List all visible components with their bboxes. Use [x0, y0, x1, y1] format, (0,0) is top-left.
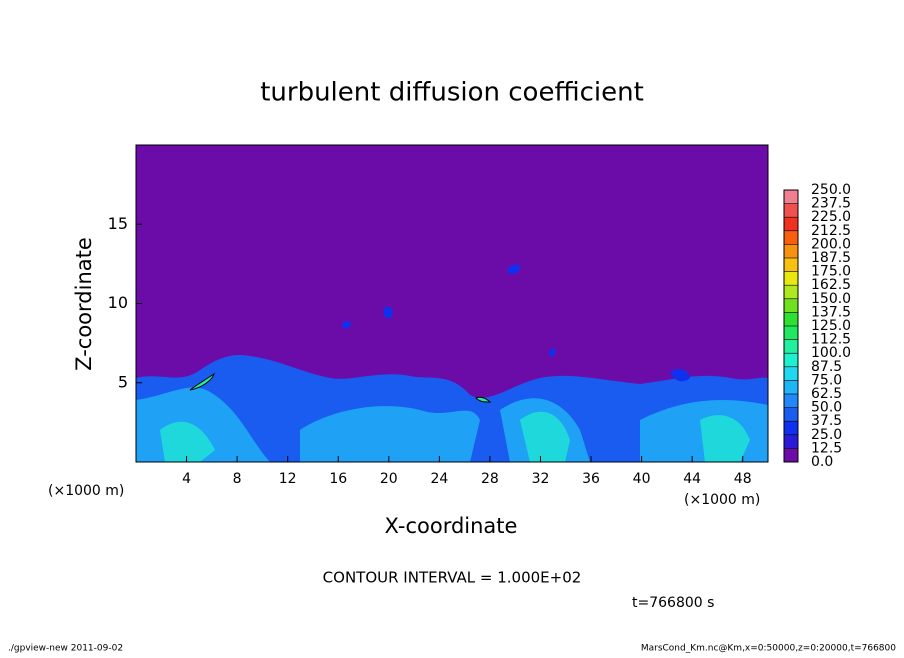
colorbar-label: 225.0 — [811, 209, 851, 225]
x-tick-label: 8 — [233, 471, 242, 487]
colorbar-label: 200.0 — [811, 236, 851, 252]
colorbar-band — [784, 190, 798, 204]
colorbar-label: 175.0 — [811, 264, 851, 280]
y-axis-label: Z-coordinate — [72, 237, 96, 371]
x-tick-label: 12 — [279, 471, 297, 487]
colorbar-label: 0.0 — [811, 454, 833, 470]
colorbar-label: 62.5 — [811, 386, 842, 402]
colorbar-label: 50.0 — [811, 400, 842, 416]
colorbar-band — [784, 217, 798, 231]
colorbar-band — [784, 366, 798, 381]
x-tick-label: 16 — [329, 471, 347, 487]
colorbar-band — [784, 380, 798, 394]
colorbar-band — [784, 271, 798, 286]
colorbar-band — [784, 285, 798, 299]
y-tick-label: 5 — [118, 372, 128, 391]
colorbar-band — [784, 353, 798, 367]
colorbar-label: 37.5 — [811, 413, 842, 429]
x-tick-label: 24 — [430, 471, 448, 487]
colorbar-band — [784, 203, 798, 218]
x-unit: (×1000 m) — [684, 492, 760, 508]
colorbar-label: 125.0 — [811, 318, 851, 334]
x-tick-label: 32 — [532, 471, 550, 487]
colorbar-band — [784, 421, 798, 435]
colorbar-band — [784, 244, 798, 258]
colorbar-label: 237.5 — [811, 196, 851, 212]
colorbar-band — [784, 434, 798, 449]
contour-interval: CONTOUR INTERVAL = 1.000E+02 — [323, 569, 582, 587]
y-unit: (×1000 m) — [48, 483, 124, 499]
y-tick-label: 15 — [108, 214, 128, 233]
colorbar-label: 212.5 — [811, 223, 851, 239]
colorbar-band — [784, 448, 798, 462]
footer-right: MarsCond_Km.nc@Km,x=0:50000,z=0:20000,t=… — [641, 644, 896, 654]
colorbar-label: 137.5 — [811, 304, 851, 320]
colorbar-label: 87.5 — [811, 359, 842, 375]
colorbar-label: 100.0 — [811, 345, 851, 361]
field-region — [136, 354, 768, 462]
colorbar-band — [784, 407, 798, 422]
plot-area — [136, 145, 768, 462]
field-region — [136, 387, 768, 462]
x-tick-label: 44 — [683, 471, 701, 487]
footer-left: ./gpview-new 2011-09-02 — [8, 644, 123, 654]
colorbar-band — [784, 258, 798, 272]
chart-title: turbulent diffusion coefficient — [260, 78, 644, 108]
colorbar-label: 112.5 — [811, 332, 851, 348]
colorbar-band — [784, 230, 798, 245]
colorbar-band — [784, 312, 798, 326]
x-tick-label: 28 — [481, 471, 499, 487]
colorbar-label: 250.0 — [811, 182, 851, 198]
colorbar-label: 75.0 — [811, 372, 842, 388]
x-tick-label: 48 — [734, 471, 752, 487]
time-label: t=766800 s — [632, 595, 714, 611]
colorbar-label: 12.5 — [811, 440, 842, 456]
y-tick-label: 10 — [108, 293, 128, 312]
colorbar-label: 162.5 — [811, 277, 851, 293]
colorbar-band — [784, 326, 798, 340]
colorbar-band — [784, 394, 798, 408]
x-tick-label: 40 — [633, 471, 651, 487]
x-tick-label: 4 — [182, 471, 191, 487]
field-region — [189, 372, 492, 403]
colorbar-label: 150.0 — [811, 291, 851, 307]
colorbar-label: 25.0 — [811, 427, 842, 443]
x-tick-label: 36 — [582, 471, 600, 487]
x-tick-label: 20 — [380, 471, 398, 487]
colorbar-band — [784, 298, 798, 313]
colorbar-label: 187.5 — [811, 250, 851, 266]
colorbar-band — [784, 339, 798, 354]
x-axis-label: X-coordinate — [385, 514, 518, 538]
